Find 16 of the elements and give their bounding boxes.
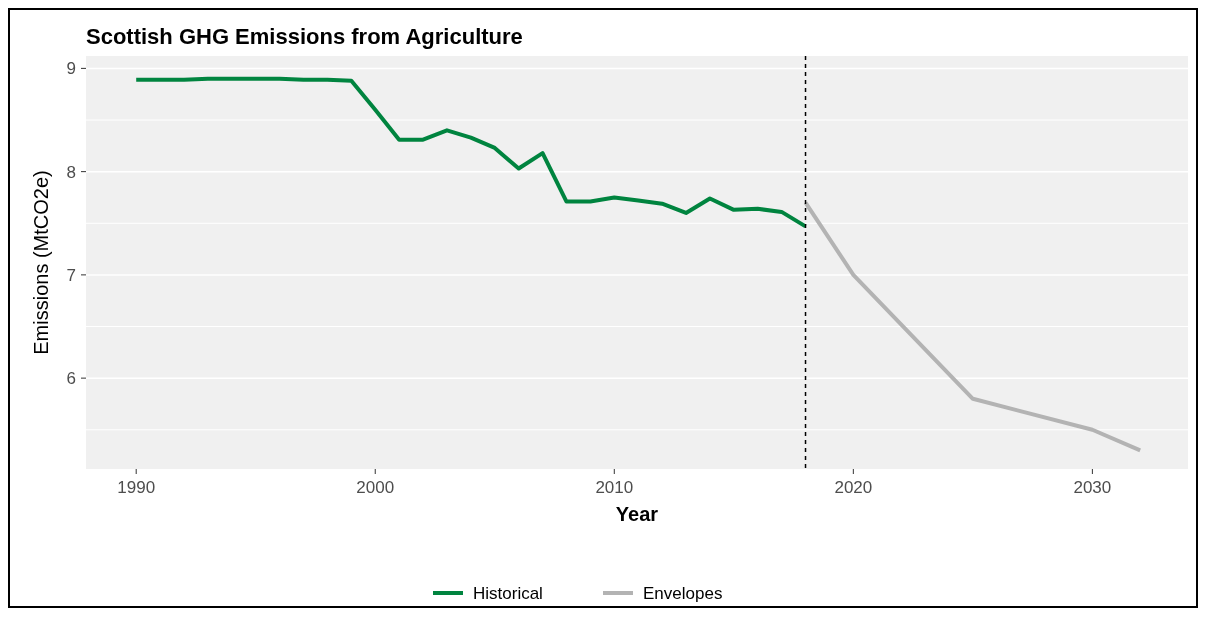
x-tick-label: 2010	[595, 478, 634, 497]
y-tick-label: 7	[66, 265, 76, 285]
x-tick-label: 2030	[1073, 478, 1112, 497]
x-tick-label: 1990	[117, 478, 156, 497]
x-axis-title: Year	[615, 503, 659, 525]
legend-label: Envelopes	[643, 584, 723, 603]
x-tick-label: 2020	[834, 478, 873, 497]
y-tick-label: 6	[66, 369, 76, 389]
x-tick-label: 2000	[356, 478, 395, 497]
chart-title: Scottish GHG Emissions from Agriculture	[86, 24, 523, 49]
y-tick-label: 9	[66, 59, 76, 79]
line-series	[134, 76, 808, 229]
line-series	[803, 200, 1143, 453]
legend-label: Historical	[473, 584, 543, 603]
y-axis-title: Emissions (MtCO2e)	[30, 170, 52, 355]
y-tick-label: 8	[66, 162, 76, 182]
